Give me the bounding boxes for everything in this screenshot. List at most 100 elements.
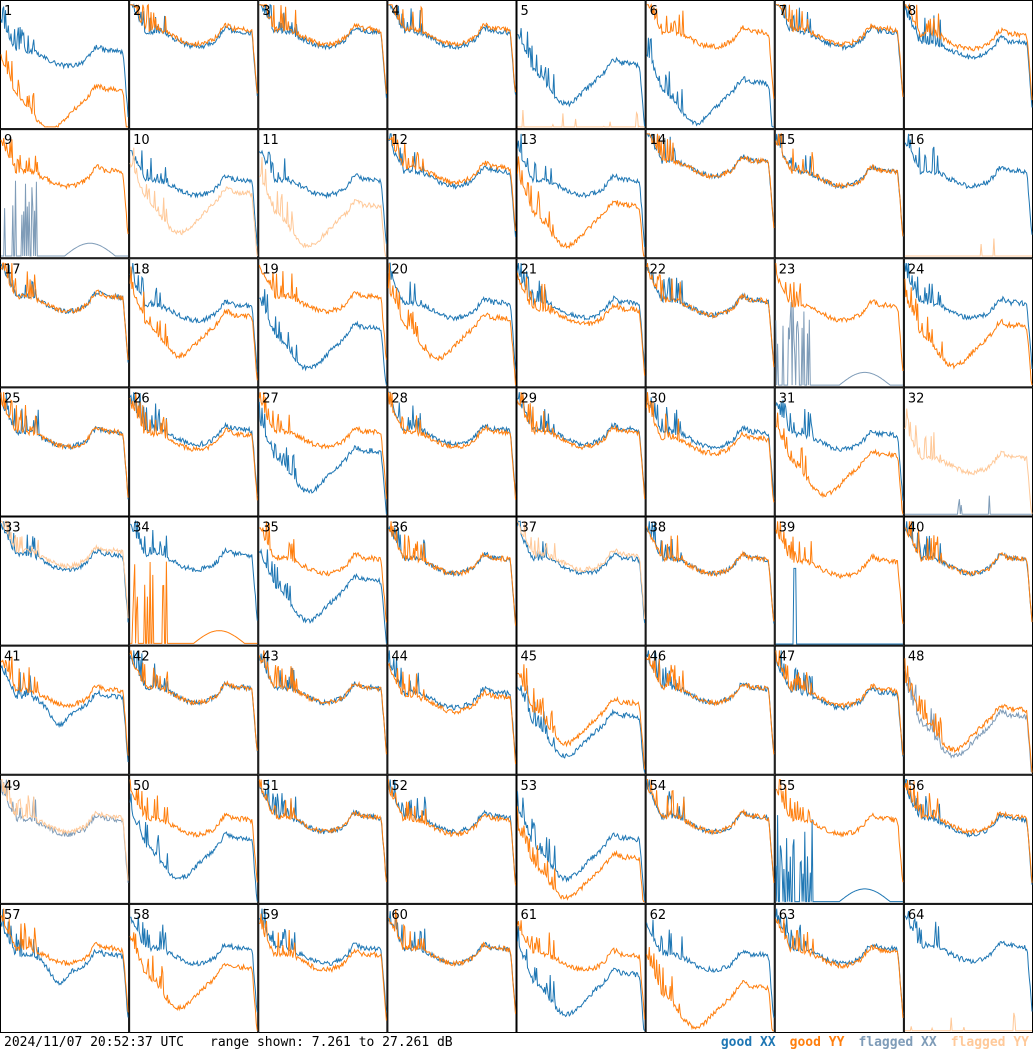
panel-frame xyxy=(774,129,904,259)
panel-3: 3 xyxy=(258,0,388,130)
series-xx-good xyxy=(388,391,516,497)
series-xx-good xyxy=(387,133,516,238)
panel-label: 42 xyxy=(133,650,150,665)
panel-label: 45 xyxy=(521,650,538,665)
panel-label: 7 xyxy=(779,4,787,19)
panel-48: 48 xyxy=(903,645,1033,775)
series-xx-good xyxy=(130,916,258,1013)
panel-label: 48 xyxy=(908,650,925,665)
series-xx-good xyxy=(517,28,646,127)
series-yy-good xyxy=(904,658,1033,773)
panel-label: 22 xyxy=(650,262,667,277)
series-yy-good xyxy=(646,526,775,622)
panel-label: 8 xyxy=(908,4,916,19)
panel-label: 19 xyxy=(262,262,279,277)
panel-label: 60 xyxy=(391,908,408,923)
series-yy-good xyxy=(517,664,646,770)
panel-46: 46 xyxy=(645,645,775,775)
series-xx-good xyxy=(517,133,646,248)
series-xx-good xyxy=(387,779,516,884)
series-yy-good xyxy=(130,561,258,644)
panel-label: 24 xyxy=(908,262,925,277)
panel-label: 50 xyxy=(133,779,150,794)
panel-frame xyxy=(258,258,388,388)
series-yy-good xyxy=(904,521,1033,623)
panel-frame xyxy=(387,903,517,1033)
panel-frame xyxy=(387,129,517,259)
panel-frame xyxy=(0,258,130,388)
series-yy-good xyxy=(646,262,775,368)
series-xx-good xyxy=(258,548,387,644)
series-xx-good xyxy=(0,6,129,118)
series-yy-good xyxy=(0,908,129,1013)
series-xx-good xyxy=(517,791,646,902)
series-yy-flagged xyxy=(517,109,645,128)
panel-frame xyxy=(774,774,904,904)
panel-label: 63 xyxy=(779,908,796,923)
panel-frame xyxy=(129,774,259,904)
series-yy-good xyxy=(904,278,1033,386)
panel-frame xyxy=(129,645,259,775)
legend-good-yy: good YY xyxy=(789,1035,845,1050)
panel-label: 32 xyxy=(908,391,925,406)
panel-1: 1 xyxy=(0,0,130,130)
series-xx-flagged xyxy=(904,668,1033,773)
panel-frame xyxy=(0,387,130,517)
panel-56: 56 xyxy=(903,774,1033,904)
panel-40: 40 xyxy=(903,516,1033,646)
panel-frame xyxy=(903,903,1033,1033)
panel-label: 13 xyxy=(521,133,538,148)
series-xx-good xyxy=(775,567,903,645)
series-xx-good xyxy=(775,815,903,903)
panel-frame xyxy=(645,645,775,775)
panel-frame xyxy=(258,0,388,130)
panel-19: 19 xyxy=(258,258,388,388)
series-yy-good xyxy=(0,262,129,360)
panel-50: 50 xyxy=(129,774,259,904)
panel-30: 30 xyxy=(645,387,775,517)
panel-29: 29 xyxy=(516,387,646,517)
series-yy-good xyxy=(517,920,646,1020)
series-yy-good xyxy=(517,806,645,903)
panel-64: 64 xyxy=(903,903,1033,1033)
panel-34: 34 xyxy=(129,516,259,646)
series-xx-good xyxy=(517,520,646,623)
series-yy-good xyxy=(646,392,775,503)
panel-7: 7 xyxy=(774,0,904,130)
panel-frame xyxy=(903,516,1033,646)
panel-label: 27 xyxy=(262,391,279,406)
panel-frame xyxy=(645,0,775,130)
panel-frame xyxy=(258,129,388,259)
panel-label: 12 xyxy=(391,133,408,148)
panel-51: 51 xyxy=(258,774,388,904)
panel-frame xyxy=(645,258,775,388)
panel-label: 15 xyxy=(779,133,796,148)
panel-label: 16 xyxy=(908,133,925,148)
range-label: range shown: 7.261 to 27.261 dB xyxy=(210,1035,453,1050)
panel-4: 4 xyxy=(387,0,517,130)
panel-label: 64 xyxy=(908,908,925,923)
panel-label: 59 xyxy=(262,908,279,923)
panel-frame xyxy=(129,516,259,646)
panel-11: 11 xyxy=(258,129,388,259)
panel-24: 24 xyxy=(903,258,1033,388)
series-xx-good xyxy=(129,793,258,902)
series-yy-good xyxy=(388,521,516,626)
panel-21: 21 xyxy=(516,258,646,388)
panel-32: 32 xyxy=(903,387,1033,517)
series-yy-good xyxy=(259,3,387,94)
panel-label: 41 xyxy=(4,650,21,665)
panel-label: 43 xyxy=(262,650,279,665)
panel-frame xyxy=(258,645,388,775)
panel-label: 26 xyxy=(133,391,150,406)
panel-49: 49 xyxy=(0,774,130,904)
series-xx-good xyxy=(258,149,387,244)
series-yy-good xyxy=(904,780,1033,883)
panel-frame xyxy=(903,0,1033,130)
panel-label: 3 xyxy=(262,4,270,19)
panel-55: 55 xyxy=(774,774,904,904)
panel-15: 15 xyxy=(774,129,904,259)
series-xx-good xyxy=(904,133,1033,235)
panel-37: 37 xyxy=(516,516,646,646)
panel-frame xyxy=(516,516,646,646)
